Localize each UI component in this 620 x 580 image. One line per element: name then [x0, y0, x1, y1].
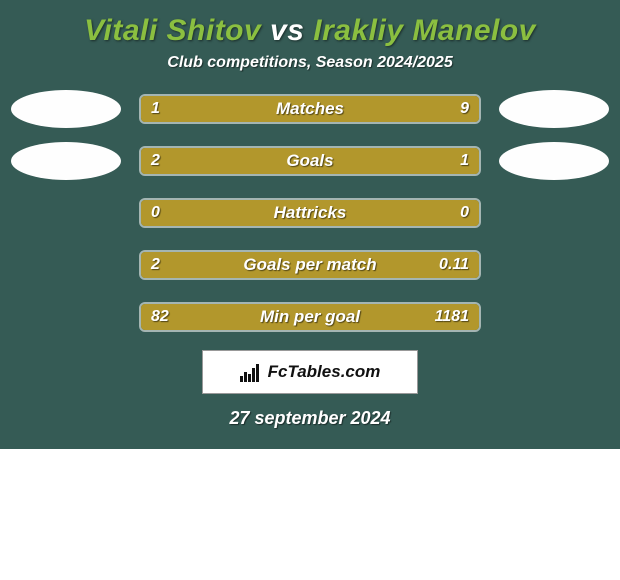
comparison-card: Vitali Shitov vs Irakliy Manelov Club co… [0, 0, 620, 449]
stat-bar: 20.11Goals per match [139, 250, 481, 280]
barchart-icon [240, 362, 262, 382]
avatar-right [499, 142, 609, 180]
metrics-container: 19Matches 21Goals 00Hattricks 20.11Goals pe… [0, 90, 620, 336]
page-title: Vitali Shitov vs Irakliy Manelov [0, 0, 620, 54]
brand-box[interactable]: FcTables.com [202, 350, 418, 394]
player2-name: Irakliy Manelov [313, 14, 536, 47]
metric-label: Hattricks [141, 200, 479, 226]
metric-row: 19Matches [0, 90, 620, 128]
stat-bar: 00Hattricks [139, 198, 481, 228]
metric-label: Min per goal [141, 304, 479, 330]
stat-bar: 19Matches [139, 94, 481, 124]
metric-label: Goals [141, 148, 479, 174]
avatar-right [499, 90, 609, 128]
metric-row: 00Hattricks [0, 194, 620, 232]
metric-label: Matches [141, 96, 479, 122]
avatar-left [11, 90, 121, 128]
metric-label: Goals per match [141, 252, 479, 278]
subtitle: Club competitions, Season 2024/2025 [0, 54, 620, 90]
brand-text: FcTables.com [268, 362, 381, 382]
metric-row: 21Goals [0, 142, 620, 180]
avatar-left [11, 142, 121, 180]
date-text: 27 september 2024 [0, 394, 620, 429]
stat-bar: 21Goals [139, 146, 481, 176]
metric-row: 821181Min per goal [0, 298, 620, 336]
vs-text: vs [270, 14, 304, 47]
stat-bar: 821181Min per goal [139, 302, 481, 332]
metric-row: 20.11Goals per match [0, 246, 620, 284]
player1-name: Vitali Shitov [84, 14, 261, 47]
